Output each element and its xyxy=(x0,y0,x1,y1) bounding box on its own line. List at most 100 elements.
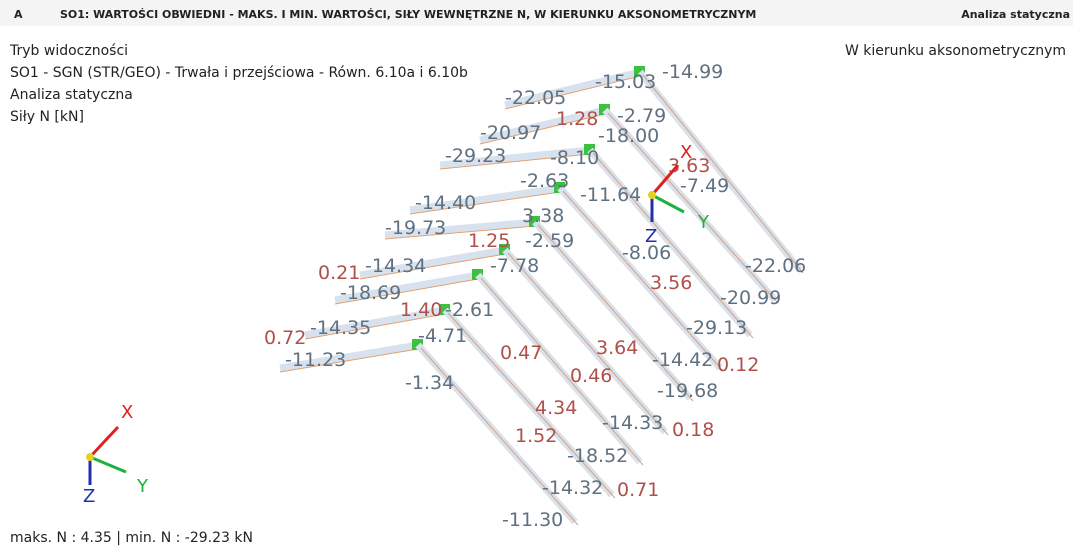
axis-label: X xyxy=(121,402,133,423)
beam xyxy=(384,218,536,239)
header-code: A xyxy=(14,8,23,21)
force-label: -1.34 xyxy=(405,372,454,394)
beam-edge xyxy=(439,153,591,170)
structure xyxy=(279,66,804,526)
force-label: -11.64 xyxy=(580,184,641,206)
force-label: 3.56 xyxy=(650,272,692,294)
force-label: 0.71 xyxy=(617,479,659,501)
beam-edge xyxy=(480,277,644,466)
axis-label: Z xyxy=(83,486,95,507)
beam xyxy=(304,306,446,339)
beam-edge xyxy=(607,112,779,304)
axis-label: Z xyxy=(645,226,657,247)
force-label: -14.42 xyxy=(652,349,713,371)
force-label: -8.10 xyxy=(550,147,599,169)
beam-edge xyxy=(504,75,641,110)
force-label: -14.40 xyxy=(415,192,476,214)
force-label: -14.34 xyxy=(365,255,426,277)
force-label: -2.79 xyxy=(617,105,666,127)
support xyxy=(499,244,510,255)
support xyxy=(584,144,595,155)
force-label: -29.23 xyxy=(445,145,506,167)
force-label: -14.33 xyxy=(602,412,663,434)
force-label: -8.06 xyxy=(622,242,671,264)
support xyxy=(412,339,423,350)
force-label: 1.28 xyxy=(556,108,598,130)
beam xyxy=(504,68,641,109)
force-label: 0.12 xyxy=(717,354,759,376)
beam xyxy=(334,271,479,304)
beam-edge xyxy=(507,252,669,436)
force-label: 1.52 xyxy=(515,425,557,447)
beam-edge xyxy=(334,278,479,305)
support xyxy=(529,216,540,227)
axis-label: X xyxy=(680,142,692,163)
beam-edge xyxy=(562,190,724,372)
beam xyxy=(409,184,561,214)
header-bar xyxy=(0,0,1073,26)
beam-edge xyxy=(384,225,536,240)
force-label: 3.64 xyxy=(596,337,638,359)
force-label: 0.47 xyxy=(500,342,542,364)
beam-edge xyxy=(359,253,506,280)
global-axes: X Y Z xyxy=(83,402,149,507)
force-label: 0.46 xyxy=(570,365,612,387)
labels: -15.03 -14.99-22.051.28 -2.79-20.97 -18.00-… xyxy=(264,61,806,531)
local-axes: X Y Z xyxy=(645,142,710,247)
force-label: 0.72 xyxy=(264,327,306,349)
beam-edge xyxy=(537,224,694,402)
header-right: Analiza statyczna xyxy=(961,8,1070,21)
beam-edge xyxy=(479,113,606,145)
force-label: -18.69 xyxy=(340,282,401,304)
force-label: -11.23 xyxy=(285,349,346,371)
force-label: 3.63 xyxy=(668,155,710,177)
beam-edge xyxy=(279,348,419,373)
footer: maks. N : 4.35 | min. N : -29.23 kN xyxy=(10,530,253,546)
force-label: -4.71 xyxy=(418,325,467,347)
force-label: -2.61 xyxy=(445,299,494,321)
beam-edge xyxy=(592,152,754,339)
force-label: -11.30 xyxy=(502,509,563,531)
beam xyxy=(439,146,591,169)
force-label: 0.21 xyxy=(318,262,360,284)
force-label: -22.05 xyxy=(505,87,566,109)
force-label: -2.59 xyxy=(525,230,574,252)
beam-edge xyxy=(642,74,804,274)
axis-label: Y xyxy=(136,476,149,497)
force-label: -19.73 xyxy=(385,217,446,239)
force-label: -14.32 xyxy=(542,477,603,499)
force-label: 0.18 xyxy=(672,419,714,441)
support xyxy=(554,182,565,193)
support xyxy=(599,104,610,115)
force-label: -15.03 xyxy=(595,71,656,93)
force-label: -7.49 xyxy=(680,175,729,197)
support xyxy=(439,304,450,315)
force-label: -18.00 xyxy=(598,125,659,147)
beam xyxy=(359,246,506,279)
axis-label: Y xyxy=(697,212,710,233)
force-label: -19.68 xyxy=(657,380,718,402)
support xyxy=(472,269,483,280)
force-label: -22.06 xyxy=(745,255,806,277)
support xyxy=(634,66,645,77)
info-line: SO1 - SGN (STR/GEO) - Trwała i przejścio… xyxy=(10,65,468,81)
force-label: -20.97 xyxy=(480,122,541,144)
header-title: SO1: WARTOŚCI OBWIEDNI - MAKS. I MIN. WA… xyxy=(60,8,756,21)
force-label: -18.52 xyxy=(567,445,628,467)
info-line: Analiza statyczna xyxy=(10,87,133,103)
force-label: -2.63 xyxy=(520,170,569,192)
beam xyxy=(279,341,419,372)
force-label: 1.40 xyxy=(400,299,442,321)
beam-edge xyxy=(420,347,579,526)
force-label: 4.34 xyxy=(535,397,577,419)
force-label: -14.35 xyxy=(310,317,371,339)
beam xyxy=(479,106,606,144)
beam-edge xyxy=(304,313,446,340)
info-line: Tryb widoczności xyxy=(9,43,128,59)
force-label: -7.78 xyxy=(490,255,539,277)
force-label: -29.13 xyxy=(686,317,747,339)
force-label: 3.38 xyxy=(522,205,564,227)
beam-edge xyxy=(409,191,561,215)
